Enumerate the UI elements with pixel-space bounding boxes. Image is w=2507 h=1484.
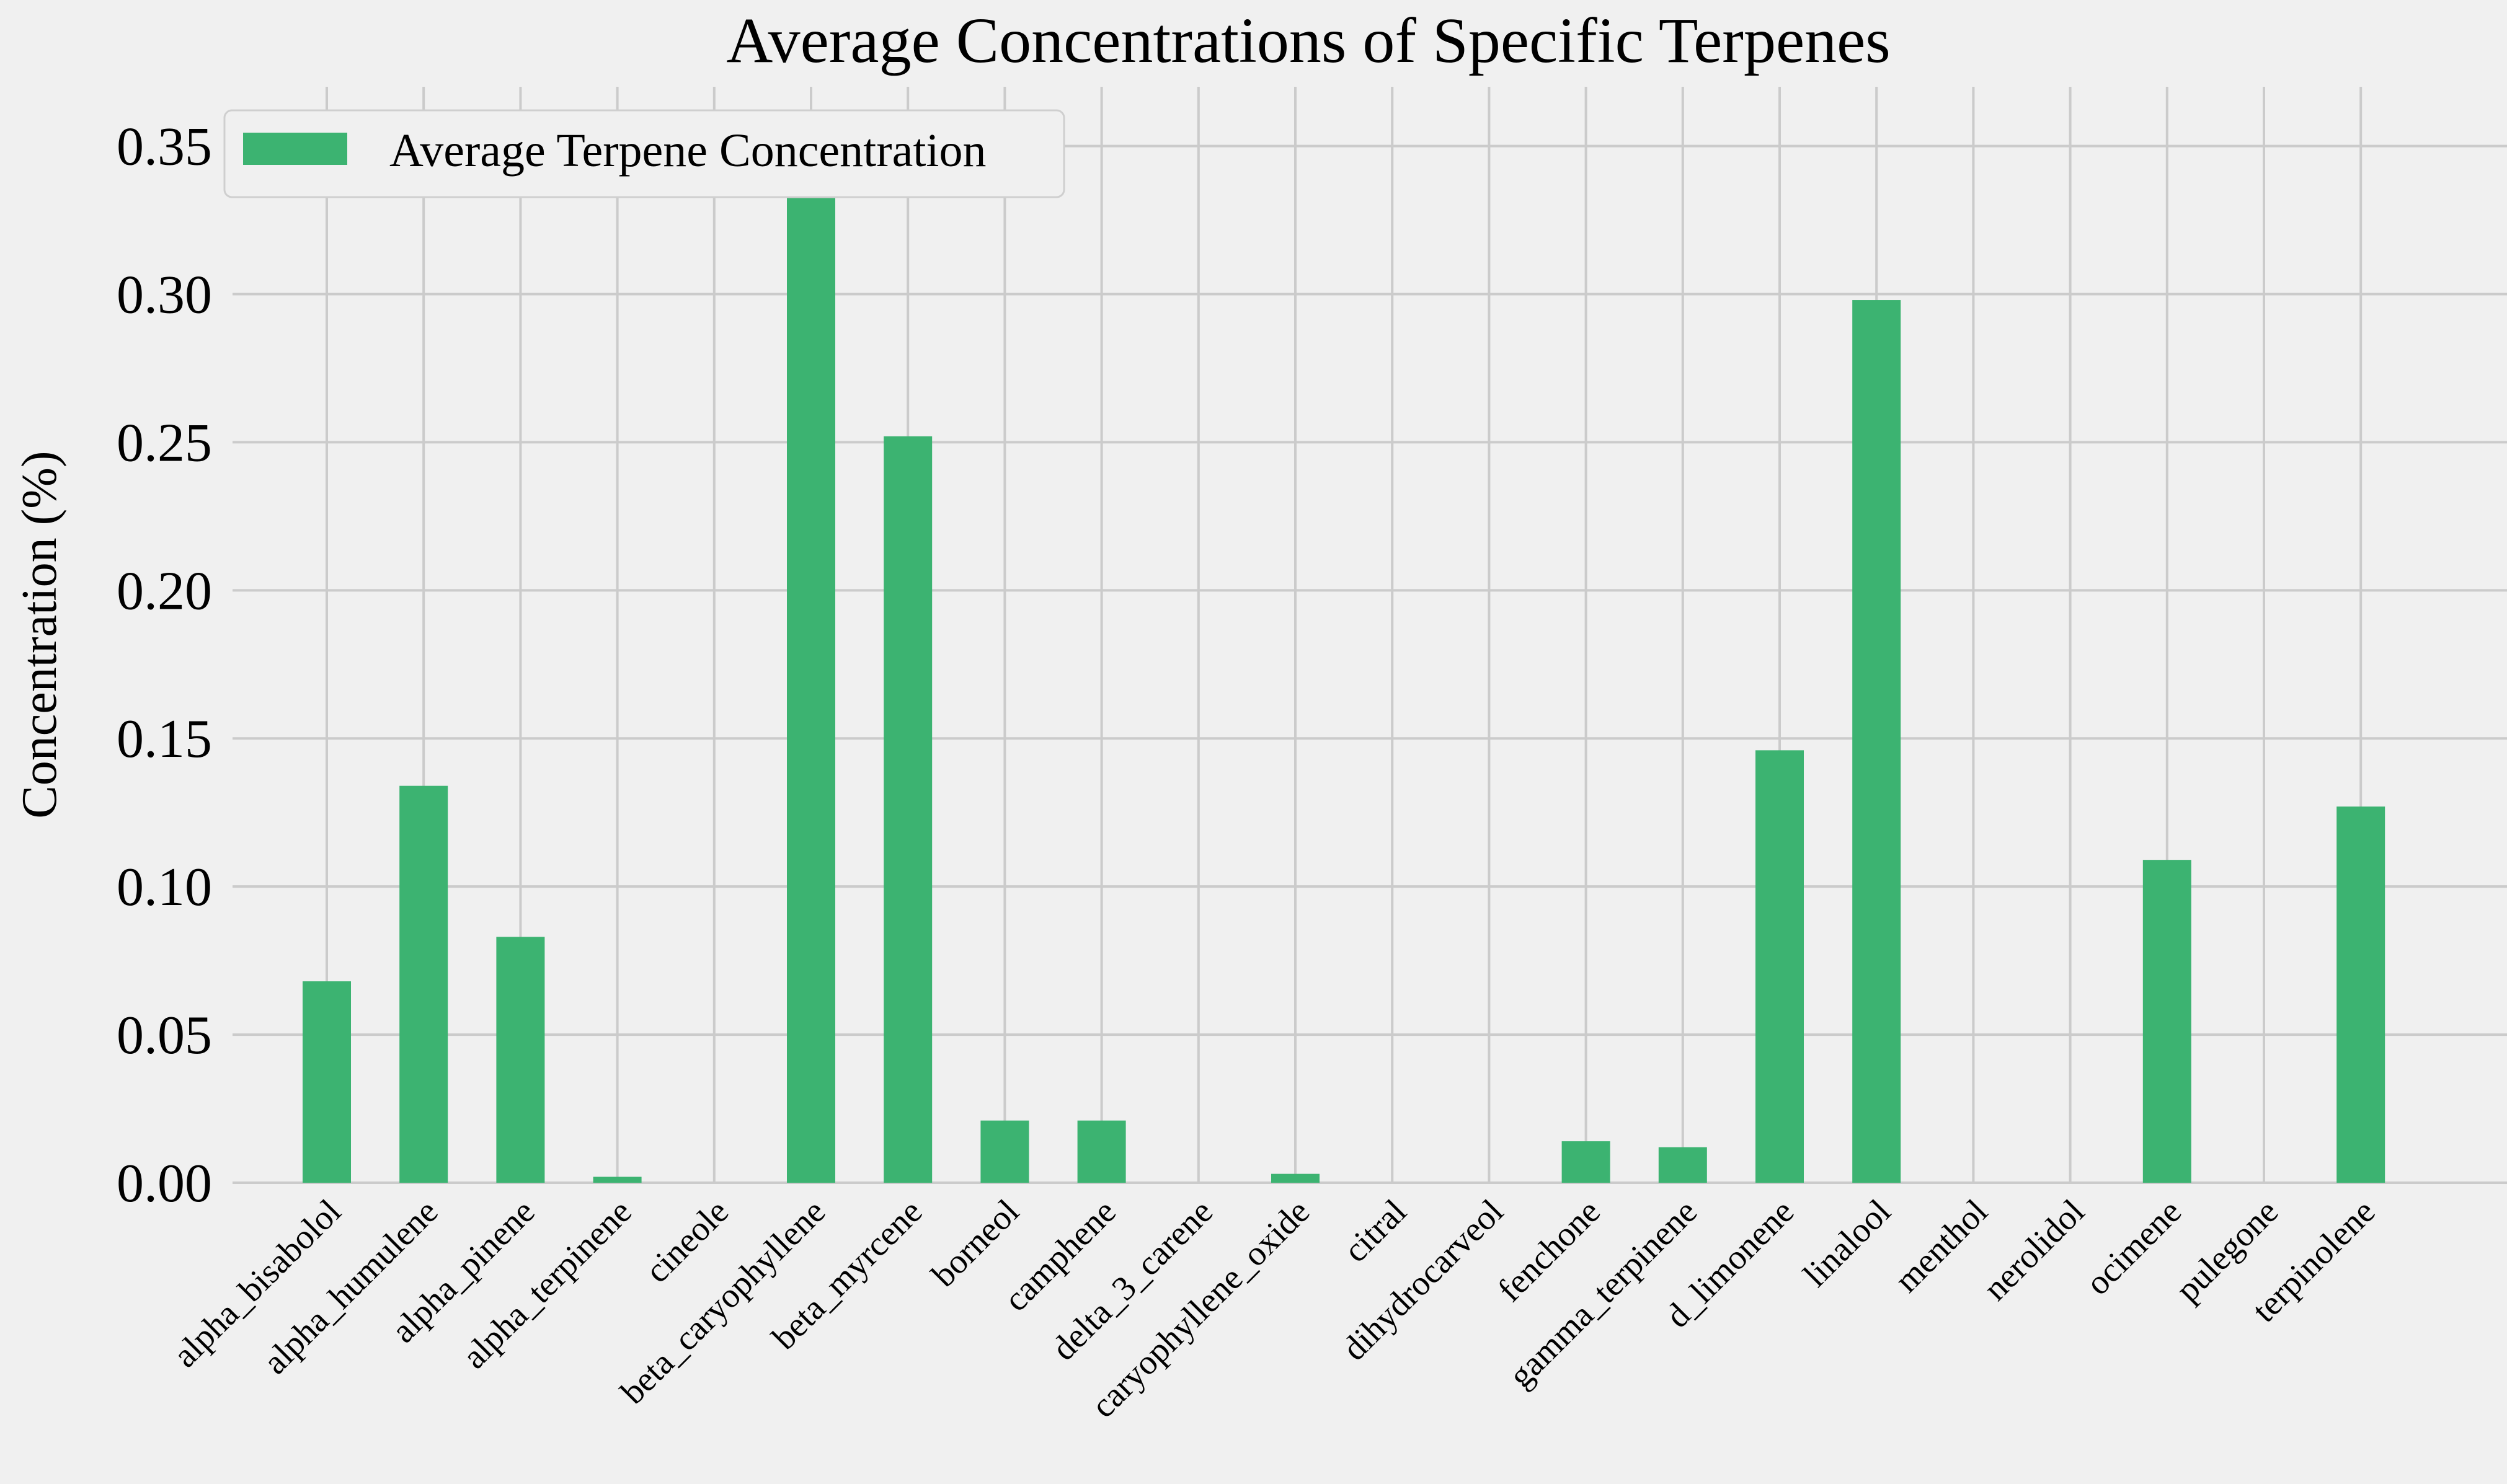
bar-camphene xyxy=(1077,1120,1126,1183)
legend: Average Terpene Concentration xyxy=(223,109,1065,198)
bar-gamma-terpinene xyxy=(1658,1147,1707,1183)
chart-title: Average Concentrations of Specific Terpe… xyxy=(726,5,1890,76)
y-tick-label: 0.35 xyxy=(117,117,212,177)
x-tick-label: citral xyxy=(1336,1192,1414,1270)
y-tick-label: 0.05 xyxy=(117,1005,212,1066)
y-tick-label: 0.10 xyxy=(117,857,212,917)
bar-ocimene xyxy=(2142,860,2191,1183)
x-tick-label: alpha_terpinene xyxy=(455,1192,639,1376)
bar-d-limonene xyxy=(1755,750,1804,1183)
y-tick-label: 0.00 xyxy=(117,1154,212,1214)
bar-alpha-pinene xyxy=(496,937,545,1183)
legend-frame xyxy=(223,109,1065,198)
x-axis-ticks: alpha_bisabololalpha_humulenealpha_pinen… xyxy=(166,1192,2383,1425)
bar-fenchone xyxy=(1561,1141,1610,1183)
bar-alpha-terpinene xyxy=(593,1177,642,1183)
bar-linalool xyxy=(1852,300,1901,1183)
bar-beta-myrcene xyxy=(884,436,933,1183)
x-tick-label: linalool xyxy=(1796,1192,1899,1294)
x-tick-label: nerolidol xyxy=(1976,1192,2092,1308)
x-tick-label: cineole xyxy=(638,1192,736,1290)
bars xyxy=(303,116,2385,1183)
x-tick-label: alpha_humulene xyxy=(256,1192,446,1382)
y-tick-label: 0.30 xyxy=(117,265,212,325)
bar-terpinolene xyxy=(2336,806,2385,1183)
y-tick-label: 0.20 xyxy=(117,561,212,621)
y-axis-label: Concentration (%) xyxy=(12,451,67,818)
legend-label: Average Terpene Concentration xyxy=(389,125,987,177)
y-tick-label: 0.15 xyxy=(117,709,212,769)
y-axis-ticks: 0.00 0.05 0.10 0.15 0.20 0.25 0.30 0.35 xyxy=(117,117,212,1214)
bar-alpha-humulene xyxy=(399,785,448,1183)
bar-borneol xyxy=(980,1120,1029,1183)
bar-beta-caryophyllene xyxy=(787,116,835,1183)
legend-swatch xyxy=(243,133,347,165)
y-tick-label: 0.25 xyxy=(117,413,212,473)
bar-caryophyllene-oxide xyxy=(1271,1173,1320,1183)
x-tick-label: alpha_bisabolol xyxy=(166,1192,349,1375)
bar-alpha-bisabolol xyxy=(303,981,351,1183)
